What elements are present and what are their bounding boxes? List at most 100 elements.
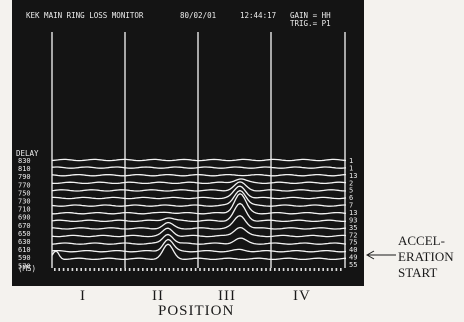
- position-tick: [247, 268, 250, 271]
- position-tick: [84, 268, 87, 271]
- position-tick: [238, 268, 241, 271]
- position-tick: [243, 268, 245, 271]
- position-tick: [106, 268, 109, 271]
- delay-label: 650: [18, 230, 31, 238]
- position-tick: [89, 268, 91, 271]
- position-tick: [120, 268, 122, 271]
- position-tick: [199, 268, 201, 271]
- loss-trace: [51, 181, 347, 192]
- position-tick: [212, 268, 214, 271]
- loss-trace: [51, 215, 347, 230]
- position-tick: [234, 268, 236, 271]
- position-tick: [137, 268, 140, 271]
- delay-label: 770: [18, 181, 31, 189]
- position-tick: [155, 268, 157, 271]
- loss-traces: [51, 158, 347, 261]
- position-tick: [80, 268, 82, 271]
- position-tick: [326, 268, 329, 271]
- loss-trace: [51, 202, 347, 223]
- position-tick: [221, 268, 223, 271]
- loss-trace: [51, 233, 347, 245]
- position-tick: [300, 268, 302, 271]
- region-label-3: III: [218, 288, 236, 304]
- position-tick: [150, 268, 153, 271]
- delay-label: 570: [18, 262, 31, 270]
- trigger-readout: TRIG.= P1: [290, 19, 331, 28]
- position-tick: [111, 268, 113, 271]
- position-tick: [76, 268, 78, 271]
- position-tick: [93, 268, 96, 271]
- position-tick: [62, 268, 65, 271]
- channel-label: 72: [349, 231, 357, 239]
- position-tick: [142, 268, 144, 271]
- loss-trace: [51, 178, 347, 185]
- loss-trace: [51, 238, 347, 253]
- position-tick: [282, 268, 285, 271]
- position-tick: [98, 268, 100, 271]
- channel-label: 2: [349, 179, 353, 187]
- channel-label: 35: [349, 224, 357, 232]
- delay-label: 710: [18, 206, 31, 214]
- channel-label: 13: [349, 172, 357, 180]
- loss-trace: [52, 192, 347, 215]
- position-tick: [67, 268, 69, 271]
- channel-label: 13: [349, 209, 357, 217]
- position-tick: [331, 268, 333, 271]
- gain-readout: GAIN = HH: [290, 11, 331, 20]
- position-tick: [133, 268, 135, 271]
- position-tick: [172, 268, 175, 271]
- date-readout: 80/02/01: [180, 11, 216, 20]
- position-tick: [340, 268, 342, 271]
- channel-label: 6: [349, 194, 353, 202]
- loss-monitor-screen: KEK MAIN RING LOSS MONITOR 80/02/01 12:4…: [12, 0, 364, 286]
- region-dividers: [51, 32, 346, 268]
- position-tick: [274, 268, 276, 271]
- position-tick: [252, 268, 254, 271]
- channel-label: 40: [349, 246, 357, 254]
- monitor-title: KEK MAIN RING LOSS MONITOR: [26, 11, 144, 20]
- position-tick: [146, 268, 148, 271]
- loss-trace: [51, 189, 346, 207]
- channel-label: 93: [349, 216, 357, 224]
- position-tick: [159, 268, 162, 271]
- position-tick: [58, 268, 60, 271]
- position-tick: [208, 268, 210, 271]
- position-tick: [260, 268, 263, 271]
- position-tick: [269, 268, 272, 271]
- delay-label: 610: [18, 246, 31, 254]
- position-tick: [115, 268, 118, 271]
- channel-label: 7: [349, 202, 353, 210]
- annotation-line-3: START: [398, 265, 438, 280]
- position-tick: [313, 268, 316, 271]
- position-tick: [186, 268, 188, 271]
- delay-label: 750: [18, 189, 31, 197]
- position-tick: [278, 268, 280, 271]
- region-label-1: I: [80, 288, 86, 304]
- position-tick: [335, 268, 338, 271]
- position-tick: [124, 268, 126, 271]
- position-tick: [128, 268, 131, 271]
- position-tick: [304, 268, 307, 271]
- position-tick: [318, 268, 320, 271]
- position-tick: [265, 268, 267, 271]
- x-axis-label: POSITION: [158, 303, 235, 319]
- position-tick: [190, 268, 192, 271]
- position-tick: [216, 268, 219, 271]
- position-tick: [322, 268, 324, 271]
- position-tick: [291, 268, 294, 271]
- region-label-2: II: [152, 288, 164, 304]
- loss-trace: [51, 226, 347, 238]
- delay-label: 830: [18, 157, 31, 165]
- channel-label: 1: [349, 157, 353, 165]
- loss-trace: [52, 185, 347, 200]
- position-tick: [181, 268, 184, 271]
- delay-label: 730: [18, 198, 31, 206]
- channel-label: 1: [349, 164, 353, 172]
- position-tick: [54, 268, 56, 271]
- channel-label: 5: [349, 187, 353, 195]
- delay-label: 810: [18, 165, 31, 173]
- delay-label: 590: [18, 254, 31, 262]
- channel-label: 49: [349, 254, 357, 262]
- annotation-line-1: ACCEL-: [398, 233, 445, 248]
